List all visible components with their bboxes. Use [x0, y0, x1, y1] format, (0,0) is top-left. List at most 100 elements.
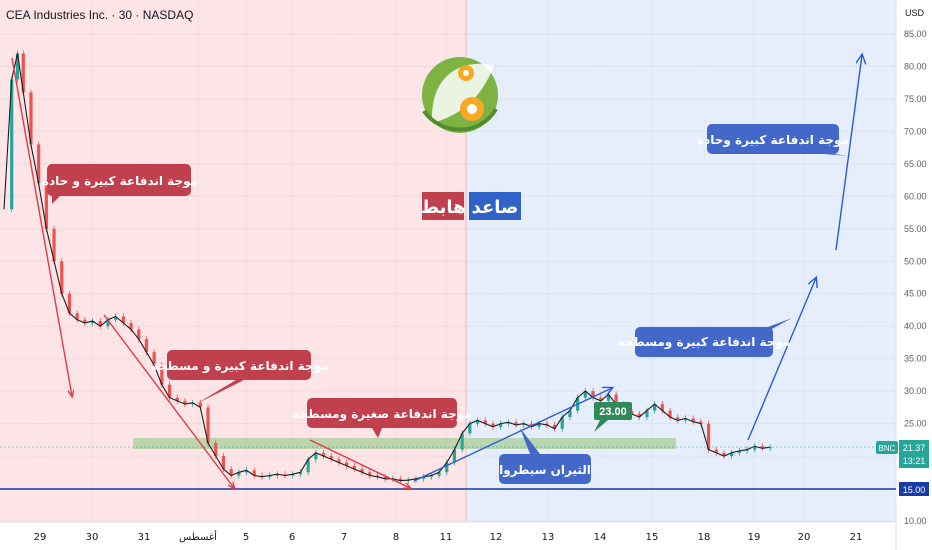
support-price-tag: 15.00 [899, 482, 929, 496]
support-zone [133, 438, 676, 449]
candle-body [21, 53, 25, 93]
candle-body [214, 443, 218, 457]
candle-body [545, 423, 549, 425]
bearish-label: هابط [420, 192, 466, 220]
y-tick-label: 35.00 [904, 354, 927, 364]
bull-arrow-3 [835, 55, 862, 251]
y-tick-label: 60.00 [904, 191, 927, 201]
candle-body [445, 462, 449, 473]
x-tick-label: 30 [86, 532, 99, 543]
candle-body [283, 474, 287, 476]
bullish-label: صاعد [469, 192, 521, 220]
y-tick-label: 75.00 [904, 94, 927, 104]
candle-body [645, 410, 649, 418]
candle-body [106, 319, 110, 327]
bullish-arrows [413, 55, 862, 482]
candle-body [44, 183, 48, 229]
candle-body [37, 144, 41, 184]
candle-body [660, 404, 664, 411]
candle-body [668, 410, 672, 418]
candle-body [514, 422, 518, 425]
candle-body [599, 397, 603, 401]
candle-body [753, 446, 757, 450]
callout-bear-wave-2: موجة اندفاعة كبيرة و مسطحة [151, 350, 329, 404]
candle-body [144, 339, 149, 353]
candle-body [252, 470, 256, 476]
candle-body [52, 228, 56, 262]
candle-body [114, 316, 118, 320]
candle-body [337, 459, 341, 463]
candle-body [206, 407, 210, 444]
candle-body [237, 472, 241, 476]
candle-body [522, 423, 526, 425]
candle-body [306, 459, 310, 473]
candle-body [121, 316, 125, 323]
callout-bull-wave-sharp: موجة اندفاعة كبيرة وحادة [697, 124, 849, 156]
candle-body [291, 474, 295, 476]
svg-text:صاعد: صاعد [472, 197, 519, 218]
candle-body [653, 404, 657, 411]
svg-text:21.37: 21.37 [903, 443, 926, 453]
candle-body [29, 92, 33, 145]
svg-text:موجة اندفاعة كبيرة ومسطحة: موجة اندفاعة كبيرة ومسطحة [618, 335, 791, 350]
candle-body [730, 452, 734, 457]
candle-body [314, 452, 318, 460]
bear-arrow-1 [11, 57, 72, 396]
candle-body [460, 433, 464, 450]
x-tick-label: 21 [850, 532, 863, 543]
x-tick-label: 18 [698, 532, 711, 543]
y-tick-label: 30.00 [904, 386, 927, 396]
candle-body [676, 417, 680, 421]
x-tick-label: 7 [341, 532, 347, 543]
x-tick-label: 14 [594, 532, 607, 543]
bearish-arrows [11, 57, 410, 488]
candle-body [606, 394, 611, 401]
candle-body [429, 475, 433, 477]
candle-body [83, 319, 87, 323]
candle-body [129, 322, 133, 330]
candle-body [229, 469, 233, 476]
candle-body [475, 420, 480, 424]
price-axis: 85.00 80.00 75.00 70.00 65.00 60.00 55.00 50.00… [895, 0, 927, 550]
callout-bear-wave-1: موجة اندفاعة كبيرة و حادة [42, 164, 198, 204]
callout-bulls-control: الثيران سيطروا [499, 428, 591, 484]
candle-body [483, 420, 487, 424]
x-tick-label: 12 [490, 532, 503, 543]
y-tick-label: 40.00 [904, 321, 927, 331]
candle-body [683, 418, 688, 421]
y-tick-label: 70.00 [904, 126, 927, 136]
candle-body [614, 394, 618, 405]
y-tick-label: 65.00 [904, 159, 927, 169]
svg-text:موجة اندفاعة كبيرة و مسطحة: موجة اندفاعة كبيرة و مسطحة [151, 359, 328, 374]
x-tick-label: 5 [243, 532, 249, 543]
candle-body [583, 391, 587, 398]
candle-body [244, 470, 249, 473]
svg-text:هابط: هابط [420, 197, 465, 218]
candle-body [60, 261, 64, 294]
candle-body [706, 423, 711, 450]
candle-body [360, 469, 364, 473]
candle-body [737, 450, 741, 453]
symbol-badge: BNC [876, 441, 898, 454]
y-tick-label: 45.00 [904, 289, 927, 299]
callout-bear-wave-3: موجة اندفاعة صغيرة ومسطحة [292, 398, 472, 438]
candle-body [221, 456, 226, 470]
svg-text:موجة اندفاعة كبيرة وحادة: موجة اندفاعة كبيرة وحادة [697, 133, 849, 148]
svg-text:موجة اندفاعة كبيرة و حادة: موجة اندفاعة كبيرة و حادة [42, 174, 198, 189]
candle-body [468, 423, 472, 434]
candle-body [368, 472, 372, 476]
candle-body [137, 329, 141, 340]
bull-arrow-2 [747, 278, 816, 441]
candle-body [75, 313, 79, 320]
candle-body [352, 465, 356, 470]
candle-body [90, 321, 95, 323]
chart-title: CEA Industries Inc. · 30 · NASDAQ [6, 8, 194, 22]
x-tick-label: 15 [646, 532, 659, 543]
candle-body [160, 365, 164, 385]
candle-body [422, 476, 426, 479]
candle-body [499, 423, 503, 427]
candle-body [714, 449, 718, 453]
candle-body [198, 402, 202, 408]
x-tick-label: 11 [440, 532, 453, 543]
